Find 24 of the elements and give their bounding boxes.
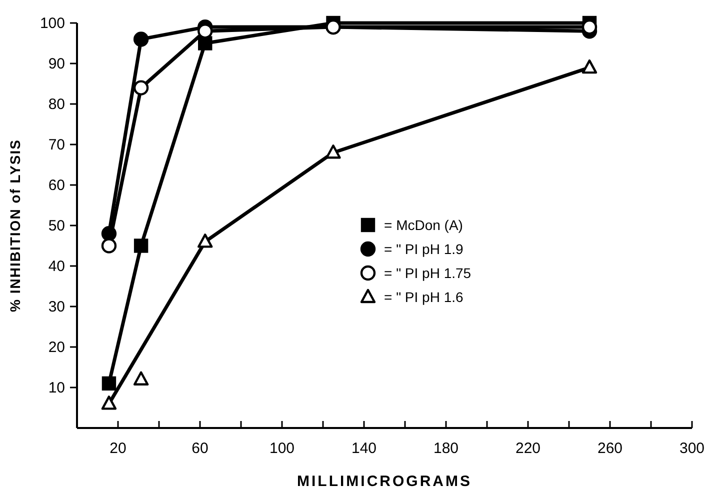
y-tick-label: 30 <box>48 298 65 316</box>
x-tick-label: 140 <box>351 440 377 457</box>
x-tick-label: 60 <box>192 440 208 457</box>
y-tick-label: 80 <box>48 96 65 113</box>
x-tick-label: 300 <box>679 440 705 457</box>
y-tick-label: 40 <box>48 258 65 275</box>
x-tick-label: 220 <box>515 440 541 457</box>
x-tick-label: 100 <box>269 440 295 457</box>
x-tick-label: 180 <box>433 440 459 457</box>
legend-label: = " PI pH 1.6 <box>384 289 464 305</box>
x-tick-label: 260 <box>597 440 623 457</box>
x-axis-title: MILLIMICROGRAMS <box>297 473 472 488</box>
y-tick-label: 70 <box>48 136 65 154</box>
y-tick-label: 90 <box>48 56 65 72</box>
legend-label: = " PI pH 1.9 <box>384 241 464 257</box>
y-tick-label: 20 <box>48 339 65 356</box>
y-tick-label: 100 <box>40 15 65 32</box>
x-tick-label: 20 <box>110 440 126 457</box>
y-tick-label: 60 <box>48 177 65 194</box>
y-axis-title: % INHIBITION of LYSIS <box>7 139 23 312</box>
y-tick-label: 50 <box>48 218 65 234</box>
legend-label: = " PI pH 1.75 <box>384 265 472 281</box>
y-tick-label: 10 <box>48 380 65 396</box>
legend-label: = McDon (A) <box>384 217 463 233</box>
